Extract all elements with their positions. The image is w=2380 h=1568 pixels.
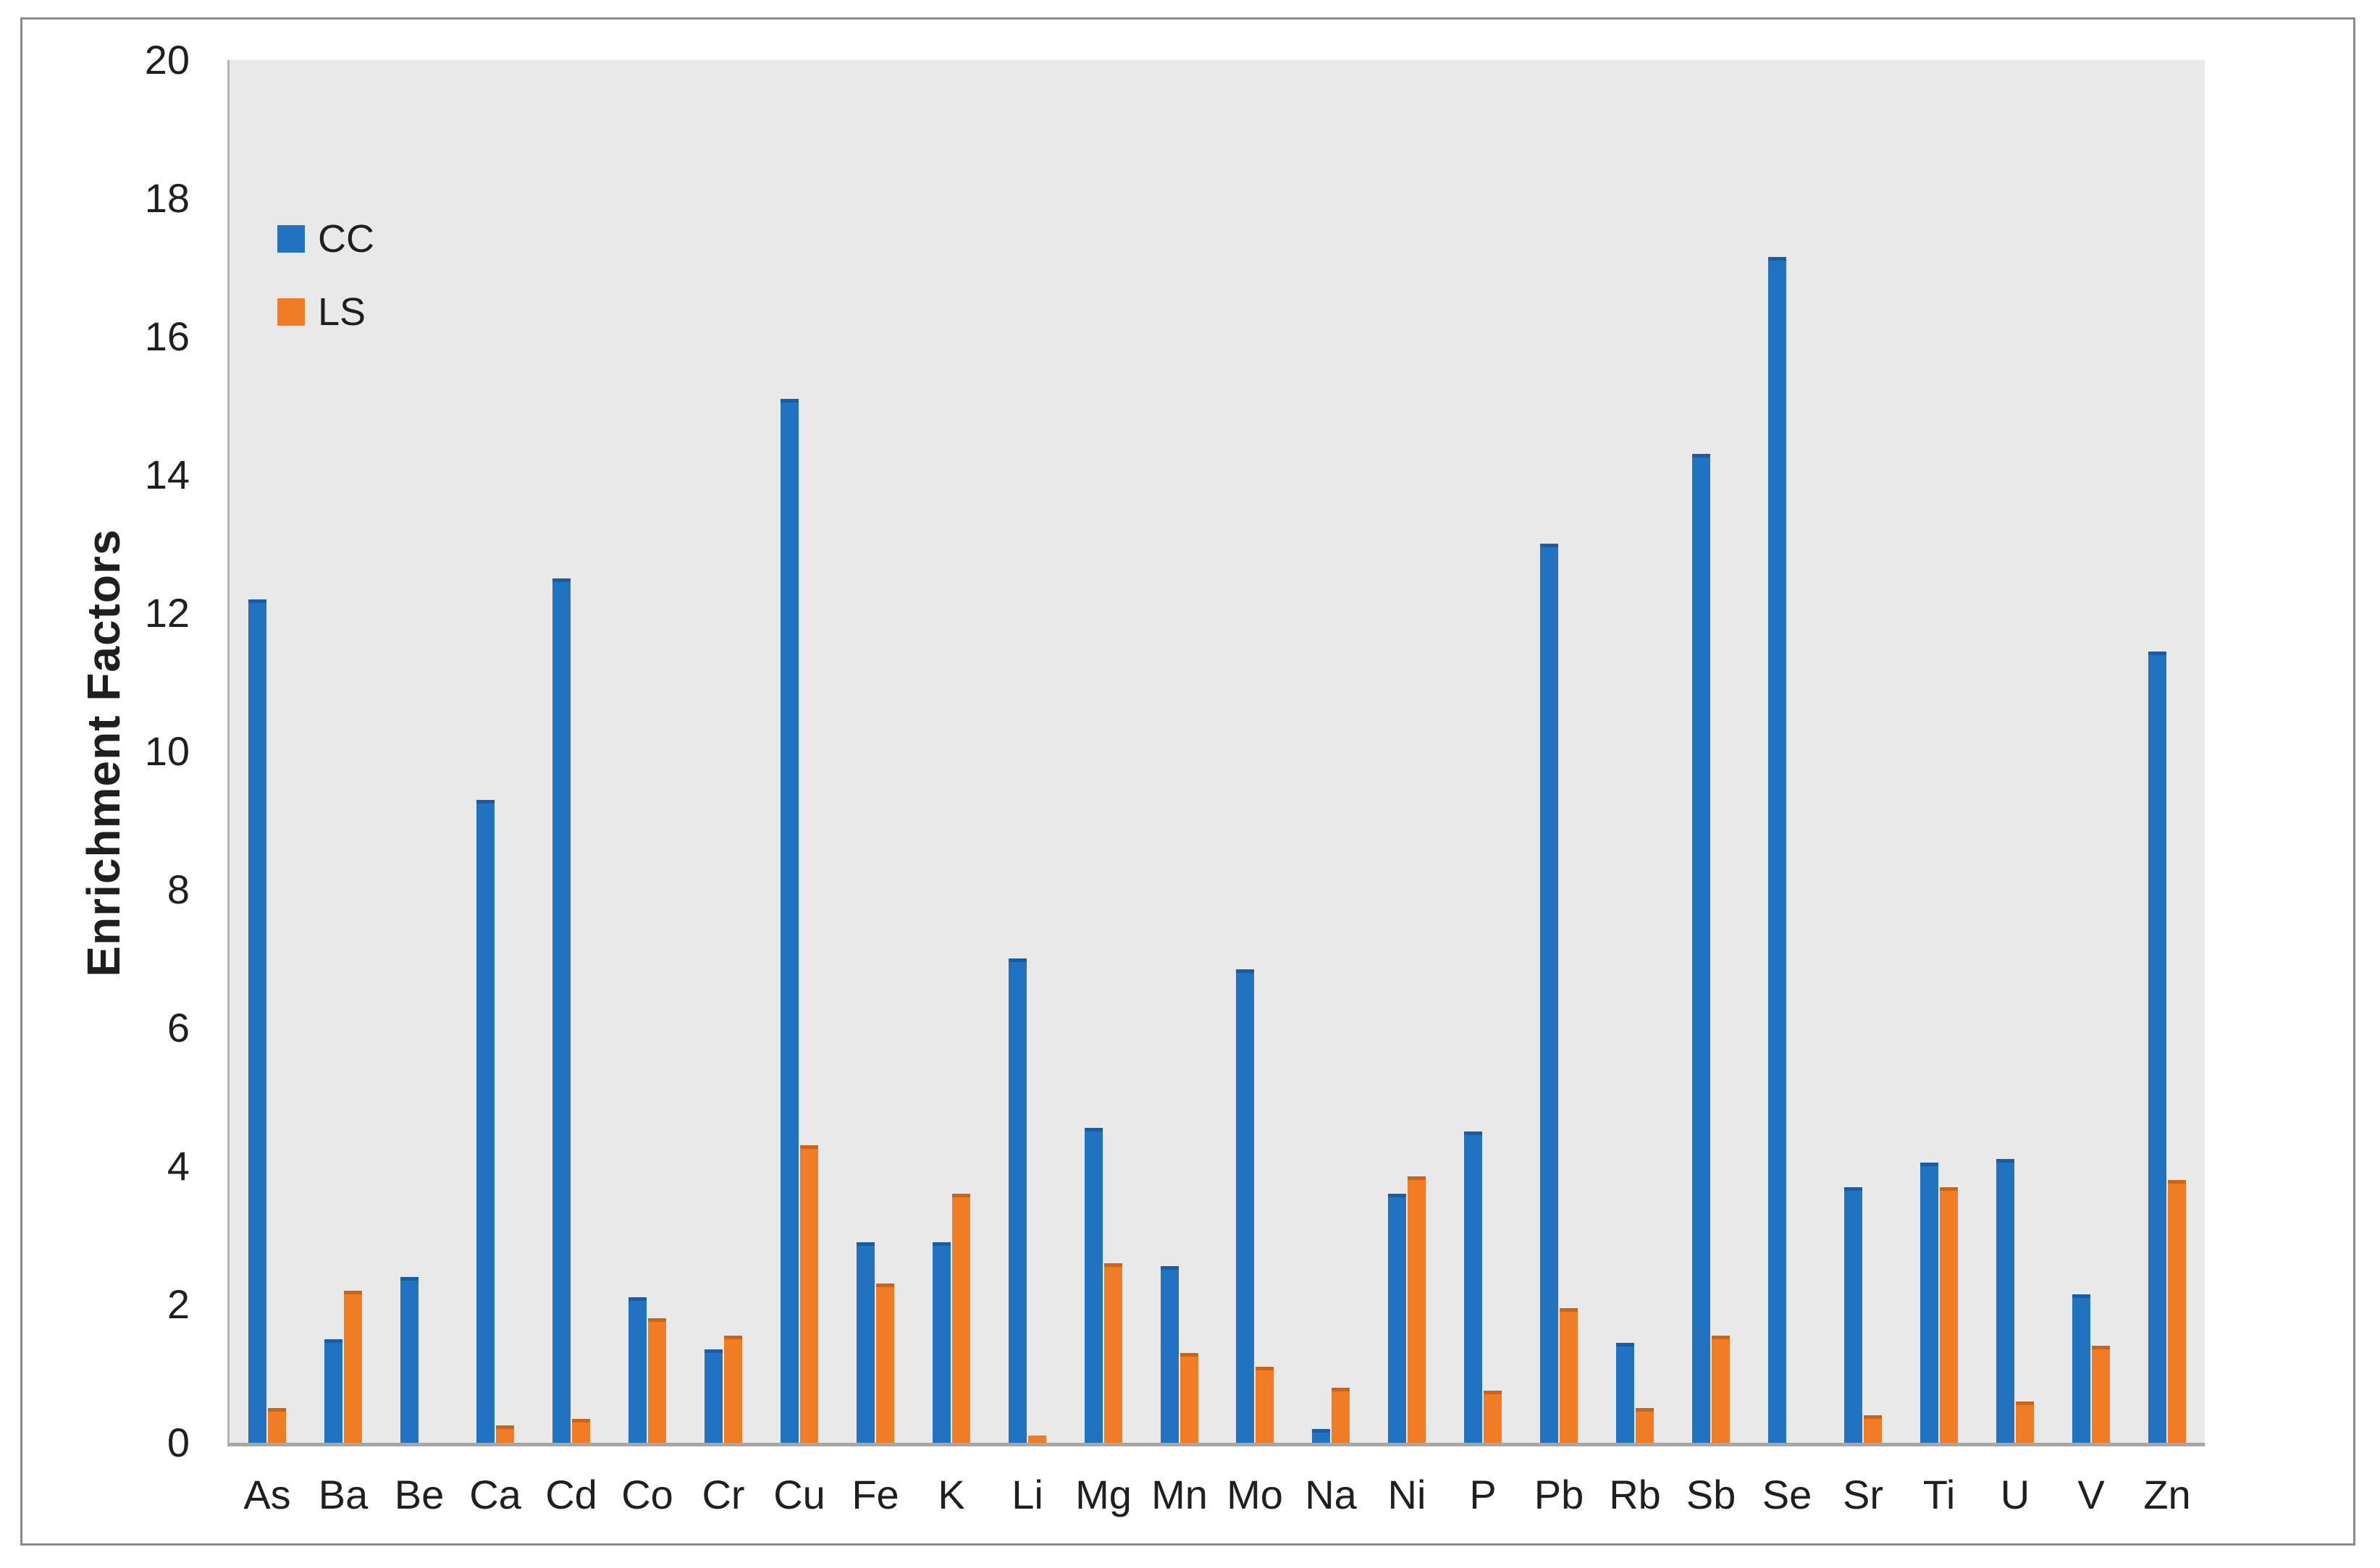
- bar-ls-Sr: [1864, 1415, 1882, 1443]
- bar-cc-Cr: [705, 1349, 723, 1443]
- bar-ls-Ca: [496, 1425, 514, 1443]
- x-label-Se: Se: [1762, 1472, 1812, 1517]
- x-label-Ti: Ti: [1922, 1472, 1956, 1517]
- bar-cc-Ti: [1920, 1163, 1938, 1443]
- bar-ls-Cd: [572, 1419, 590, 1443]
- bar-ls-Pb: [1560, 1308, 1578, 1443]
- bar-cc-Rb: [1616, 1343, 1634, 1443]
- x-label-As: As: [243, 1472, 291, 1517]
- bar-cc-Ba: [324, 1339, 342, 1443]
- bar-ls-Mo: [1256, 1367, 1274, 1443]
- x-label-Ba: Ba: [318, 1472, 369, 1517]
- x-label-Co: Co: [621, 1472, 673, 1517]
- x-label-Na: Na: [1305, 1472, 1357, 1517]
- bar-cc-Pb: [1540, 544, 1558, 1443]
- bar-cc-K: [933, 1242, 951, 1443]
- bar-cc-Zn: [2148, 652, 2166, 1443]
- y-tick-10: 10: [144, 728, 190, 774]
- x-label-Zn: Zn: [2143, 1472, 2191, 1517]
- x-label-Pb: Pb: [1534, 1472, 1584, 1517]
- bar-ls-Cr: [724, 1336, 742, 1443]
- bar-ls-Na: [1332, 1388, 1350, 1443]
- legend-entry-cc: CC: [277, 217, 374, 261]
- bar-ls-V: [2092, 1346, 2110, 1443]
- x-label-Rb: Rb: [1609, 1472, 1661, 1517]
- bar-cc-Li: [1009, 958, 1027, 1443]
- bar-cc-Be: [400, 1277, 419, 1443]
- bar-ls-Cu: [800, 1145, 818, 1443]
- y-tick-4: 4: [167, 1143, 190, 1189]
- bar-ls-Rb: [1636, 1408, 1654, 1443]
- y-tick-2: 2: [167, 1281, 190, 1327]
- bar-ls-Ba: [344, 1291, 362, 1443]
- legend-label: CC: [318, 217, 374, 261]
- bar-cc-Cd: [552, 578, 571, 1443]
- x-label-Mg: Mg: [1075, 1472, 1132, 1517]
- legend-swatch-icon: [277, 225, 305, 253]
- y-tick-18: 18: [144, 175, 190, 221]
- x-label-U: U: [2000, 1472, 2030, 1517]
- x-label-Sr: Sr: [1843, 1472, 1883, 1517]
- bar-cc-Co: [628, 1297, 647, 1443]
- y-tick-20: 20: [144, 37, 190, 83]
- legend-label: LS: [318, 290, 366, 334]
- x-label-Ni: Ni: [1387, 1472, 1426, 1517]
- legend: CC LS: [277, 217, 374, 368]
- x-label-K: K: [938, 1472, 965, 1517]
- bar-ls-U: [2016, 1401, 2034, 1443]
- x-label-Be: Be: [394, 1472, 445, 1517]
- bar-cc-Se: [1768, 257, 1786, 1443]
- y-tick-16: 16: [144, 313, 190, 359]
- bar-cc-V: [2072, 1294, 2090, 1443]
- x-label-Cd: Cd: [545, 1472, 597, 1517]
- x-label-Li: Li: [1012, 1472, 1043, 1517]
- x-label-Fe: Fe: [851, 1472, 899, 1517]
- y-tick-14: 14: [144, 452, 190, 497]
- bar-cc-Na: [1312, 1429, 1330, 1443]
- bar-cc-P: [1464, 1131, 1482, 1443]
- bar-ls-Ti: [1940, 1187, 1958, 1443]
- x-label-Cr: Cr: [702, 1472, 745, 1517]
- y-tick-12: 12: [144, 590, 190, 636]
- bar-cc-Mo: [1236, 969, 1254, 1443]
- bar-cc-Fe: [857, 1242, 875, 1443]
- y-tick-8: 8: [167, 867, 190, 912]
- bar-cc-Sb: [1692, 454, 1710, 1443]
- y-tick-0: 0: [167, 1420, 190, 1465]
- x-label-Mn: Mn: [1151, 1472, 1208, 1517]
- bar-cc-Ni: [1388, 1194, 1406, 1443]
- bar-cc-Mg: [1085, 1128, 1103, 1443]
- bar-ls-Ni: [1408, 1176, 1426, 1443]
- bar-cc-Mn: [1161, 1266, 1179, 1443]
- x-label-Mo: Mo: [1227, 1472, 1283, 1517]
- bar-ls-P: [1484, 1391, 1502, 1443]
- bar-ls-Mn: [1180, 1353, 1198, 1443]
- bar-ls-Sb: [1712, 1336, 1730, 1443]
- legend-swatch-icon: [277, 298, 305, 326]
- legend-entry-ls: LS: [277, 290, 374, 334]
- bar-ls-Co: [648, 1318, 666, 1443]
- x-label-Sb: Sb: [1686, 1472, 1736, 1517]
- bar-ls-Li: [1028, 1436, 1046, 1443]
- x-label-V: V: [2077, 1472, 2105, 1517]
- bar-cc-Cu: [781, 399, 799, 1443]
- bar-ls-K: [952, 1194, 970, 1443]
- bar-cc-Ca: [476, 800, 495, 1443]
- bar-cc-U: [1996, 1159, 2014, 1443]
- x-label-Ca: Ca: [469, 1472, 521, 1517]
- bar-cc-As: [248, 599, 266, 1443]
- plot-area: CC LS: [227, 60, 2205, 1446]
- x-label-P: P: [1469, 1472, 1497, 1517]
- bar-ls-As: [268, 1408, 286, 1443]
- bar-cc-Sr: [1844, 1187, 1862, 1443]
- y-tick-6: 6: [167, 1005, 190, 1050]
- bar-ls-Fe: [876, 1284, 894, 1443]
- bar-ls-Mg: [1104, 1263, 1122, 1443]
- bar-ls-Zn: [2168, 1180, 2186, 1443]
- x-label-Cu: Cu: [773, 1472, 825, 1517]
